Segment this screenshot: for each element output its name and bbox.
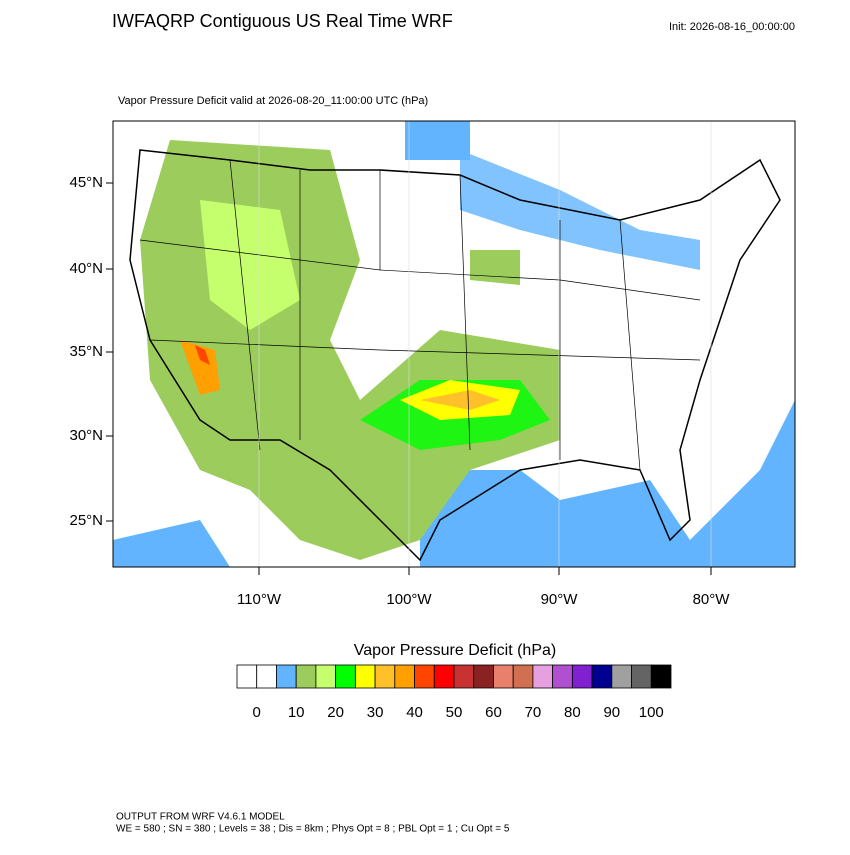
colorbar-label: 0 bbox=[253, 704, 261, 721]
colorbar-swatch bbox=[414, 664, 435, 689]
colorbar-label: 20 bbox=[327, 704, 344, 721]
subtitle: Vapor Pressure Deficit valid at 2026-08-… bbox=[118, 95, 428, 107]
colorbar-swatch bbox=[571, 664, 593, 689]
colorbar-swatch bbox=[631, 664, 652, 689]
colorbar-swatch bbox=[512, 664, 534, 689]
colorbar-swatch bbox=[433, 664, 455, 689]
colorbar-swatch bbox=[532, 664, 554, 689]
colorbar-swatch bbox=[354, 664, 376, 689]
colorbar-swatch bbox=[453, 664, 475, 689]
colorbar-swatch bbox=[650, 664, 672, 689]
colorbar-label: 50 bbox=[446, 704, 463, 721]
colorbar-label: 80 bbox=[564, 704, 581, 721]
lon-label: 90°W bbox=[541, 591, 579, 608]
colorbar-label: 30 bbox=[367, 704, 384, 721]
footer-line: OUTPUT FROM WRF V4.6.1 MODEL bbox=[116, 812, 285, 823]
colorbar-label: 90 bbox=[603, 704, 620, 721]
footer-line: WE = 580 ; SN = 380 ; Levels = 38 ; Dis … bbox=[116, 824, 510, 835]
colorbar-label: 70 bbox=[525, 704, 542, 721]
title: IWFAQRP Contiguous US Real Time WRF bbox=[112, 11, 453, 31]
lat-label: 30°N bbox=[69, 427, 103, 444]
lon-label: 80°W bbox=[693, 591, 731, 608]
colorbar-swatch bbox=[256, 664, 277, 689]
lon-label: 110°W bbox=[237, 591, 282, 608]
colorbar-swatch bbox=[295, 664, 317, 689]
colorbar-swatch bbox=[315, 664, 337, 689]
lat-label: 40°N bbox=[69, 260, 103, 277]
colorbar-label: 100 bbox=[639, 704, 664, 721]
colorbar-swatch bbox=[493, 664, 514, 689]
colorbar-label: 10 bbox=[288, 704, 305, 721]
lat-label: 35°N bbox=[69, 343, 103, 360]
lat-label: 45°N bbox=[69, 174, 103, 191]
colorbar-title: Vapor Pressure Deficit (hPa) bbox=[354, 642, 556, 659]
colorbar-swatch bbox=[236, 664, 258, 689]
colorbar-swatch bbox=[276, 664, 297, 689]
colorbar-label: 40 bbox=[406, 704, 423, 721]
lon-label: 100°W bbox=[386, 591, 432, 608]
lat-label: 25°N bbox=[69, 512, 103, 529]
colorbar: Vapor Pressure Deficit (hPa) bbox=[354, 642, 556, 659]
colorbar-swatch bbox=[335, 664, 356, 689]
colorbar-swatch bbox=[473, 664, 494, 689]
colorbar-swatch bbox=[611, 664, 632, 689]
colorbar-label: 60 bbox=[485, 704, 502, 721]
colorbar-swatch bbox=[374, 664, 396, 689]
colorbar-swatch bbox=[552, 664, 573, 689]
colorbar-swatch bbox=[591, 664, 613, 689]
colorbar-swatch bbox=[394, 664, 415, 689]
map bbox=[112, 120, 796, 568]
init-time: Init: 2026-08-16_00:00:00 bbox=[669, 21, 795, 33]
